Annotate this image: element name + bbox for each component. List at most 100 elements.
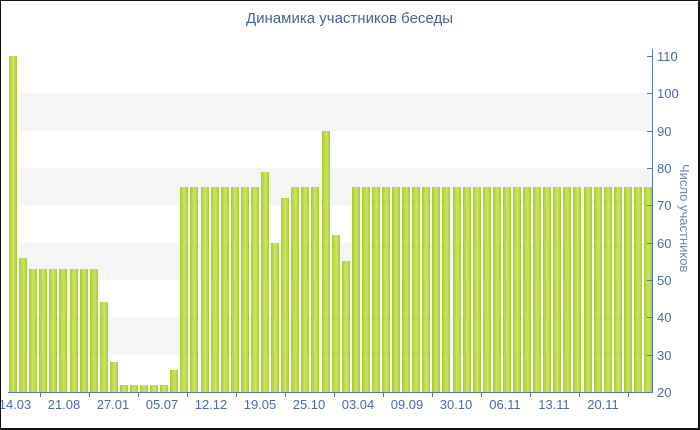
bar bbox=[442, 186, 451, 392]
bar bbox=[402, 186, 411, 392]
bar bbox=[291, 186, 300, 392]
y-tick-label: 80 bbox=[657, 161, 672, 176]
chart-title: Динамика участников беседы bbox=[246, 10, 453, 27]
x-tick bbox=[39, 393, 41, 397]
bar bbox=[190, 186, 199, 392]
x-tick-label: 05.07 bbox=[145, 397, 179, 412]
bar bbox=[49, 268, 58, 392]
y-tick bbox=[647, 130, 653, 132]
y-tick bbox=[647, 354, 653, 356]
bar bbox=[109, 362, 118, 392]
bar bbox=[432, 186, 441, 392]
y-tick-label: 30 bbox=[657, 347, 672, 363]
bar bbox=[583, 186, 592, 392]
bar bbox=[301, 186, 310, 392]
bar bbox=[392, 186, 400, 392]
bar bbox=[89, 268, 98, 392]
x-tick-label: 13.11 bbox=[538, 397, 570, 412]
bar bbox=[311, 186, 320, 392]
bar bbox=[452, 186, 461, 392]
x-tick-label: 20.11 bbox=[587, 397, 619, 412]
x-tick bbox=[333, 393, 335, 397]
bar bbox=[180, 186, 189, 392]
bar bbox=[613, 186, 622, 392]
bar bbox=[523, 186, 531, 392]
x-tick-label: 19.05 bbox=[243, 397, 277, 412]
bar bbox=[160, 384, 169, 392]
bar bbox=[593, 186, 602, 392]
y-axis-title: Число участников bbox=[677, 164, 692, 273]
y-tick-label: 40 bbox=[657, 310, 672, 326]
x-tick bbox=[480, 393, 482, 397]
bar bbox=[472, 186, 481, 392]
y-tick-label: 70 bbox=[657, 198, 672, 214]
bar bbox=[79, 268, 88, 392]
x-tick-label: 12.12 bbox=[194, 397, 228, 412]
bar bbox=[351, 186, 360, 392]
bar bbox=[230, 186, 239, 392]
y-tick-label: 100 bbox=[657, 86, 679, 102]
x-tick bbox=[382, 393, 384, 397]
bar bbox=[371, 186, 380, 392]
y-tick-label: 50 bbox=[657, 273, 672, 288]
y-tick-label: 20 bbox=[657, 385, 672, 400]
bar bbox=[381, 186, 390, 392]
bar bbox=[150, 384, 159, 392]
bar bbox=[502, 186, 511, 392]
x-tick bbox=[137, 393, 139, 397]
y-tick-label: 90 bbox=[657, 123, 672, 139]
bar bbox=[240, 186, 249, 392]
y-axis-line bbox=[652, 49, 653, 393]
bar bbox=[250, 186, 259, 392]
bar bbox=[513, 186, 521, 392]
bar bbox=[59, 268, 68, 392]
bar bbox=[633, 186, 642, 392]
x-tick-label: 09.09 bbox=[390, 397, 424, 412]
bar bbox=[412, 186, 421, 392]
bar bbox=[553, 186, 562, 392]
y-tick-label: 110 bbox=[657, 49, 678, 64]
bar bbox=[331, 235, 340, 392]
x-tick bbox=[284, 393, 286, 397]
y-tick bbox=[647, 93, 653, 95]
x-tick bbox=[529, 393, 531, 397]
bar bbox=[533, 186, 542, 392]
y-tick-label: 60 bbox=[657, 235, 672, 251]
bar bbox=[99, 302, 108, 392]
x-axis-line bbox=[8, 392, 653, 393]
bar bbox=[39, 268, 48, 392]
x-tick-label: 25.10 bbox=[292, 397, 326, 412]
bar bbox=[462, 186, 471, 392]
bar bbox=[543, 186, 552, 392]
bar bbox=[210, 186, 219, 392]
bar bbox=[170, 369, 179, 392]
bar bbox=[29, 268, 38, 392]
x-tick-label: 03.04 bbox=[341, 397, 375, 412]
x-tick-label: 21.08 bbox=[47, 397, 81, 412]
bar bbox=[623, 186, 632, 392]
bar bbox=[573, 186, 582, 392]
bar bbox=[69, 268, 78, 392]
bar bbox=[644, 186, 652, 392]
bar bbox=[482, 186, 491, 392]
y-tick bbox=[647, 280, 653, 281]
bar bbox=[492, 186, 501, 392]
bar bbox=[119, 384, 128, 392]
y-tick bbox=[647, 205, 653, 207]
bg-stripe bbox=[19, 93, 652, 131]
x-tick-label: 27.01 bbox=[96, 397, 130, 412]
x-tick bbox=[186, 393, 188, 397]
x-tick bbox=[431, 393, 433, 397]
bar bbox=[220, 186, 229, 392]
y-tick bbox=[647, 56, 653, 57]
x-tick bbox=[88, 393, 90, 397]
y-tick bbox=[647, 168, 653, 169]
bar bbox=[603, 186, 612, 392]
bar bbox=[321, 130, 330, 392]
y-tick bbox=[647, 242, 653, 244]
x-tick-label: 30.10 bbox=[439, 397, 473, 412]
y-tick bbox=[647, 317, 653, 319]
x-tick bbox=[578, 393, 580, 397]
bar bbox=[130, 384, 138, 392]
